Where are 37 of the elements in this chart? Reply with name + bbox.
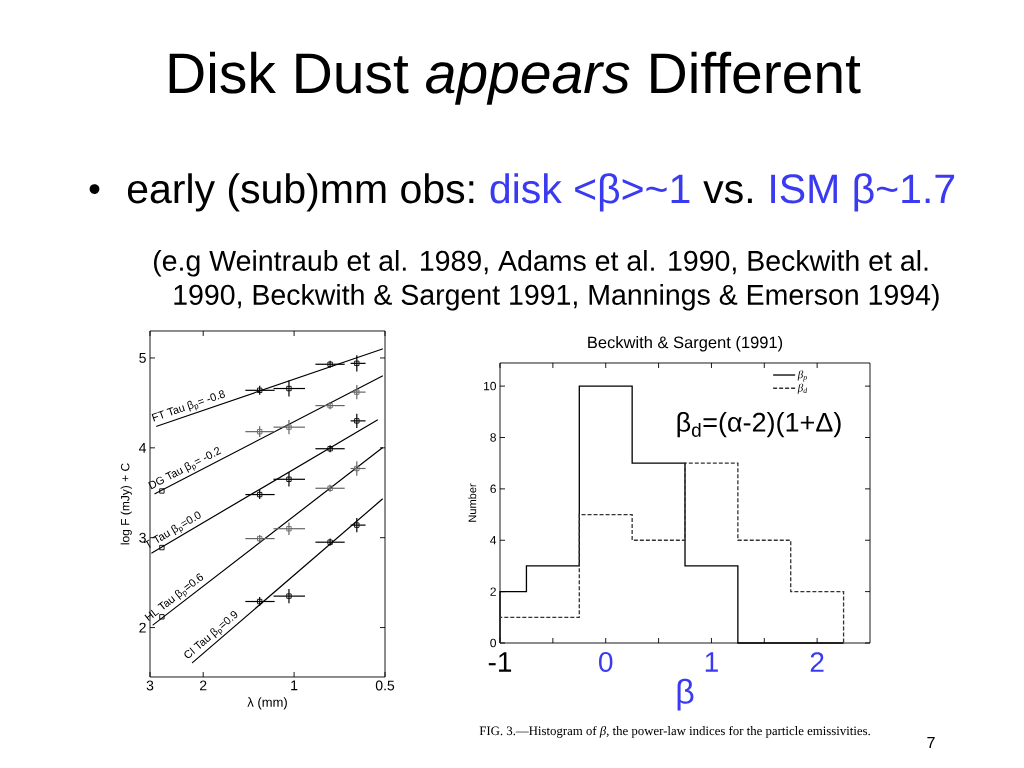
y-tick-label: 4 xyxy=(139,443,147,453)
x-axis-title: β xyxy=(677,678,694,711)
legend-label: β$_{d}$ xyxy=(797,383,808,394)
annotation: β$_{d}$=(α-2)(1+Δ) xyxy=(677,412,841,438)
y-tick-label: 6 xyxy=(490,484,496,494)
y-tick-label: 2 xyxy=(139,622,146,633)
y-axis-title: Number xyxy=(468,483,477,522)
x-tick-label: 0 xyxy=(599,652,613,672)
text: Disk Dust appears Different xyxy=(169,51,861,105)
text: vs. xyxy=(703,180,752,204)
y-tick-label: 10 xyxy=(484,381,497,391)
text: (e.g Weintraub et al. 1989, Adams et al. 1990, Beckwith et al. 1990, Beckwith & Sargent 1991, Mannings & Emerson 1994) xyxy=(153,249,939,311)
x-axis-title: λ (mm) xyxy=(247,697,287,710)
y-tick-label: 2 xyxy=(490,587,496,596)
chart-title: Beckwith & Sargent (1991) xyxy=(588,336,783,352)
y-tick-label: 3 xyxy=(139,532,146,543)
text: • xyxy=(89,184,100,194)
y-tick-label: 0 xyxy=(490,638,497,648)
text: disk <β>~1 xyxy=(490,173,690,212)
y-tick-label: 4 xyxy=(490,536,497,545)
x-tick-label: -1 xyxy=(488,652,512,672)
x-tick-label: 3 xyxy=(146,680,154,691)
y-tick-label: 5 xyxy=(139,353,146,363)
text: ISM β~1.7 xyxy=(771,173,955,212)
legend-label: DG Tau β$_{p}$= -0.2 xyxy=(148,447,222,490)
y-tick-label: 8 xyxy=(490,433,496,442)
text: early (sub)mm obs: xyxy=(127,173,474,212)
x-tick-label: 0.5 xyxy=(375,680,395,691)
x-tick-label: 2 xyxy=(200,680,207,691)
caption: FIG. 3.—Histogram of β, the power-law indices for the particle emissivities. xyxy=(479,725,870,738)
x-tick-label: 1 xyxy=(705,652,718,672)
text: FT Tau β$_{p}$= -0.8 xyxy=(151,390,225,422)
x-tick-label: 2 xyxy=(810,652,824,672)
legend-label: β$_{p}$ xyxy=(797,370,807,382)
x-tick-label: 1 xyxy=(291,680,298,691)
text: 7 xyxy=(927,736,935,748)
y-axis-title: log F (mJy) + C xyxy=(120,463,132,545)
